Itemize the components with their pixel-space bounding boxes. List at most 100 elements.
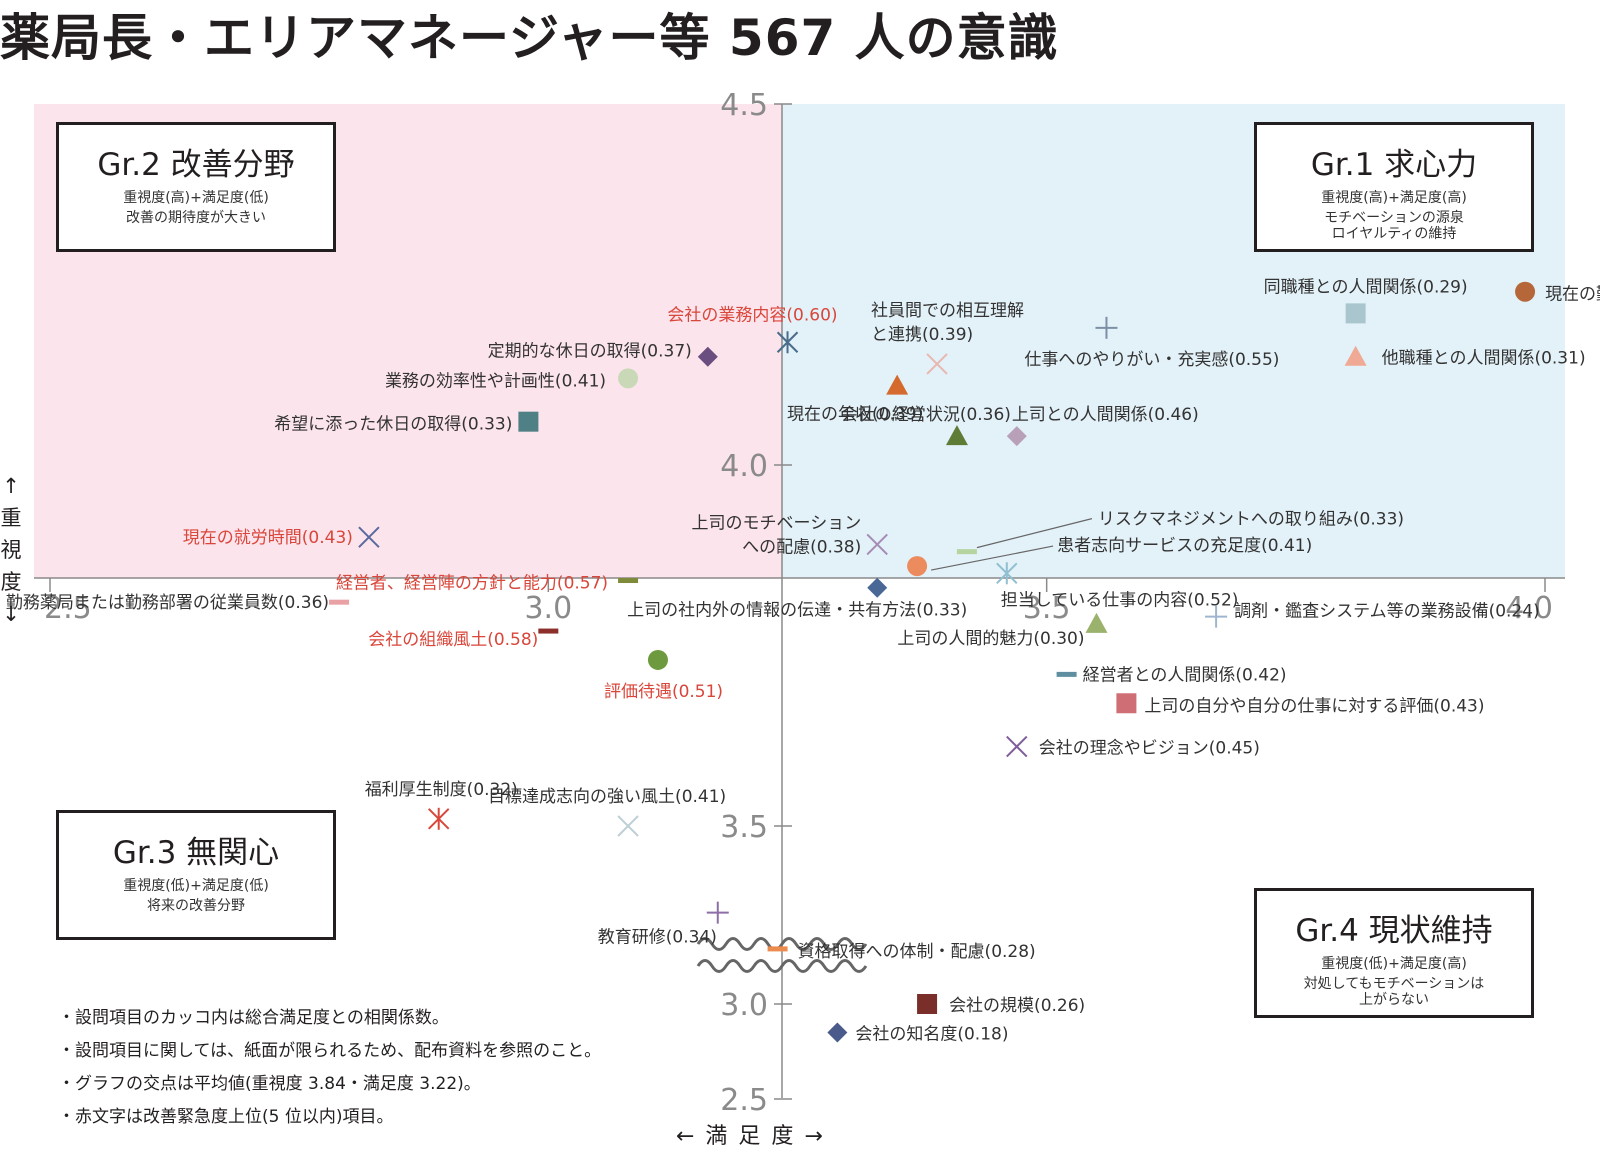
y-axis-label-char: ↓: [2, 602, 20, 626]
marker-dash: [329, 599, 350, 605]
group-title: Gr.3 無関心: [112, 835, 280, 871]
y-tick-label: 3.0: [720, 988, 768, 1023]
group-box-gr1: Gr.1 求心力 重視度(高)+満足度(高) モチベーションの源泉 ロイヤルティ…: [1254, 122, 1534, 252]
group-subtitle: 重視度(低)+満足度(高): [1321, 956, 1467, 972]
marker-x: [1006, 735, 1028, 758]
point-label: 上司のモチベーションへの配慮(0.38): [692, 513, 862, 557]
y-axis-label-char: 重: [0, 506, 22, 530]
point-label: 資格取得への体制・配慮(0.28): [798, 942, 1036, 962]
x-tick-label: 3.0: [524, 591, 572, 626]
point-label: 福利厚生制度(0.32): [365, 780, 518, 800]
marker-dash: [618, 578, 639, 584]
marker-square: [1116, 693, 1137, 714]
leader-lines: [930, 518, 1093, 571]
marker-diamond: [827, 1022, 848, 1043]
marker-plus: [706, 901, 729, 924]
point-label: 会社の経営状況(0.36): [841, 405, 1011, 425]
group-box-gr4: Gr.4 現状維持 重視度(低)+満足度(高) 対処してもモチベーションは 上が…: [1254, 888, 1534, 1018]
marker-dash: [538, 628, 559, 634]
point-label: リスクマネジメントへの取り組み(0.33): [1098, 510, 1404, 530]
group-description: 対処してもモチベーションは 上がらない: [1303, 976, 1485, 1008]
group-description: モチベーションの源泉 ロイヤルティの維持: [1324, 210, 1464, 242]
footnote: ・設問項目のカッコ内は総合満足度との相関係数。: [58, 1008, 449, 1028]
group-title: Gr.1 求心力: [1310, 147, 1478, 183]
x-axis-label: ← 満 足 度 →: [676, 1124, 825, 1149]
marker-asterisk: [427, 807, 450, 830]
point-label: 勤務薬局または勤務部署の従業員数(0.36): [6, 593, 329, 613]
marker-x: [926, 353, 948, 375]
point-label: 業務の効率性や計画性(0.41): [385, 371, 606, 391]
marker-diamond: [867, 577, 888, 598]
point-label: 仕事へのやりがい・充実感(0.55): [1024, 350, 1279, 370]
markers: [329, 281, 1536, 1043]
marker-dash: [767, 946, 788, 952]
marker-x: [617, 815, 639, 837]
point-label: 現在の年収(0.39): [787, 405, 923, 425]
group-box-gr3: Gr.3 無関心 重視度(低)+満足度(低) 将来の改善分野: [56, 810, 336, 940]
x-tick-label: 2.5: [44, 591, 92, 626]
group-title: Gr.2 改善分野: [97, 147, 295, 183]
footnote: ・グラフの交点は平均値(重視度 3.84・満足度 3.22)。: [58, 1074, 481, 1094]
point-label: 希望に添った休日の取得(0.33): [274, 415, 512, 435]
point-label: 会社の理念やビジョン(0.45): [1039, 738, 1260, 759]
point-label: 会社の業務内容(0.60): [667, 305, 837, 325]
marker-circle: [907, 556, 928, 577]
axis-break-mark: [696, 937, 868, 951]
point-label: 上司の社内外の情報の伝達・共有方法(0.33): [627, 601, 967, 621]
x-tick-label: 4.0: [1505, 591, 1553, 626]
marker-plus: [1205, 605, 1228, 628]
point-label: 上司の人間的魅力(0.30): [897, 629, 1084, 649]
marker-triangle: [945, 425, 968, 446]
group-description: 将来の改善分野: [147, 898, 245, 914]
marker-dash: [956, 549, 977, 555]
point-label: 調剤・鑑査システム等の業務設備(0.24): [1234, 602, 1540, 622]
point-label: 教育研修(0.34): [598, 928, 717, 948]
marker-square: [518, 411, 539, 432]
y-axis-label-char: 視: [0, 538, 22, 562]
point-label: 上司との人間関係(0.46): [1012, 405, 1199, 425]
point-label: 社員間での相互理解と連携(0.39): [871, 301, 1024, 345]
marker-dash: [1056, 671, 1077, 677]
marker-diamond: [1006, 426, 1027, 447]
point-label: 会社の規模(0.26): [949, 996, 1085, 1016]
point-label: 目標達成志向の強い風土(0.41): [488, 787, 726, 807]
marker-circle: [647, 649, 668, 670]
y-axis-label: ↑ 重 視 度 ↓: [0, 470, 22, 630]
chart-title: 薬局長・エリアマネージャー等 567 人の意識: [0, 9, 1059, 67]
y-axis-label-char: ↑: [2, 474, 20, 498]
group-box-gr2: Gr.2 改善分野 重視度(高)+満足度(低) 改善の期待度が大きい: [56, 122, 336, 252]
marker-asterisk: [776, 331, 799, 354]
marker-triangle: [886, 374, 909, 395]
marker-asterisk: [996, 562, 1018, 585]
footnotes: ・設問項目のカッコ内は総合満足度との相関係数。 ・設問項目に関しては、紙面が限ら…: [58, 1002, 601, 1134]
marker-triangle: [1085, 612, 1108, 633]
y-tick-label: 4.0: [720, 449, 768, 484]
leader-line: [976, 518, 1093, 549]
group-title: Gr.4 現状維持: [1295, 913, 1493, 949]
point-label: 担当している仕事の内容(0.52): [1001, 590, 1239, 610]
axis-break-mark: [696, 959, 868, 973]
footnote: ・赤文字は改善緊急度上位(5 位以内)項目。: [58, 1107, 394, 1127]
marker-plus: [1095, 316, 1118, 339]
marker-x: [358, 526, 380, 548]
footnote: ・設問項目に関しては、紙面が限られるため、配布資料を参照のこと。: [58, 1041, 602, 1061]
point-label: 会社の組織風土(0.58): [368, 630, 538, 650]
marker-diamond: [697, 346, 718, 367]
marker-circle: [618, 368, 639, 389]
marker-square: [1345, 303, 1366, 324]
y-axis-label-char: 度: [0, 570, 22, 594]
axes: 4.5 4.0 3.5 3.0 2.5 2.5 3.0 3.5 4.0: [34, 88, 1565, 1118]
marker-circle: [1515, 281, 1536, 302]
group-subtitle: 重視度(低)+満足度(低): [123, 878, 269, 894]
point-labels: 現在の勤務地(0.30) 同職種との人間関係(0.29) 他職種との人間関係(0.3…: [6, 277, 1600, 1044]
point-label: 会社の知名度(0.18): [855, 1025, 1008, 1045]
marker-x: [866, 533, 888, 556]
group-description: 改善の期待度が大きい: [126, 210, 266, 226]
group-subtitle: 重視度(高)+満足度(低): [123, 190, 269, 206]
leader-line: [930, 545, 1054, 571]
y-tick-label: 2.5: [720, 1083, 768, 1118]
marker-square: [917, 994, 938, 1014]
y-tick-label: 4.5: [720, 88, 768, 123]
point-label: 定期的な休日の取得(0.37): [488, 342, 692, 362]
